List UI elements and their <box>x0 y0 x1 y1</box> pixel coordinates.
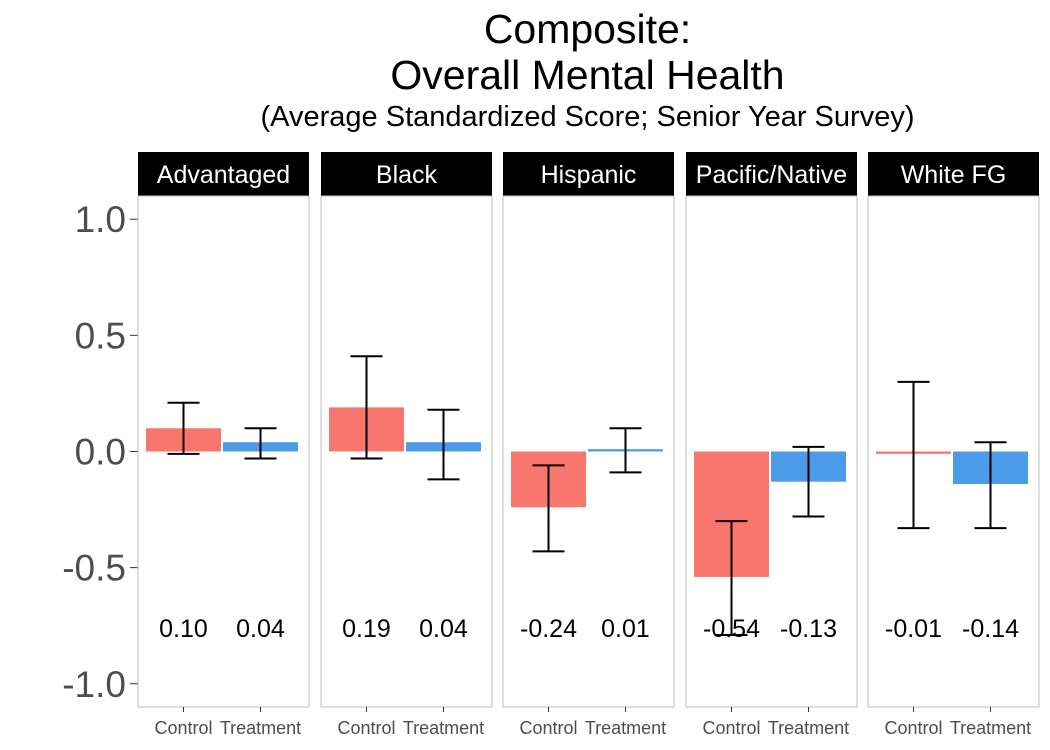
facet-strip-label: White FG <box>901 161 1007 189</box>
x-tick-label: Treatment <box>768 718 849 738</box>
facet-strip-label: Hispanic <box>541 161 637 189</box>
data-label: 0.01 <box>601 615 650 643</box>
error-bar <box>715 520 748 636</box>
data-label: -0.24 <box>520 615 577 643</box>
x-tick-label: Control <box>702 718 760 738</box>
facet-strip-label: Black <box>376 161 438 189</box>
facet-panel: Pacific/Native -0.54 Control -0.13 Treatment <box>685 152 858 738</box>
error-bar <box>792 445 825 518</box>
facet-strip <box>868 152 1039 196</box>
error-bar <box>897 380 930 530</box>
y-tick-label: -0.5 <box>62 548 126 589</box>
x-tick-label: Treatment <box>403 718 484 738</box>
facet-strip-label: Pacific/Native <box>696 161 847 189</box>
error-bar <box>609 427 642 474</box>
facet-panel: Hispanic -0.24 Control 0.01 Treatment <box>502 152 675 738</box>
x-tick-label: Treatment <box>220 718 301 738</box>
error-bar <box>532 464 565 553</box>
facet-strip <box>503 152 674 196</box>
facet-strip <box>321 152 492 196</box>
facet-strip <box>686 152 857 196</box>
chart-title-line-2: Overall Mental Health <box>390 52 785 98</box>
x-tick-label: Control <box>337 718 395 738</box>
data-label: -0.14 <box>962 615 1019 643</box>
chart-subtitle: (Average Standardized Score; Senior Year… <box>260 101 915 133</box>
chart-title-line-1: Composite: <box>483 6 692 52</box>
x-tick-label: Control <box>154 718 212 738</box>
facet-strip-label: Advantaged <box>157 161 290 189</box>
facet-panel: Black 0.19 Control 0.04 Treatment <box>320 152 493 738</box>
data-label: -0.54 <box>703 615 760 643</box>
data-label: -0.13 <box>780 615 837 643</box>
data-label: 0.19 <box>342 615 391 643</box>
y-tick-label: -1.0 <box>62 664 126 705</box>
error-bar <box>350 355 383 460</box>
x-tick-label: Treatment <box>585 718 666 738</box>
data-label: 0.10 <box>159 615 208 643</box>
data-label: 0.04 <box>419 615 468 643</box>
y-axis: 1.0 0.5 0.0 -0.5 -1.0 <box>62 199 138 705</box>
error-bar <box>974 441 1007 530</box>
x-tick-label: Control <box>519 718 577 738</box>
chart-title-block: Composite: Overall Mental Health (Averag… <box>135 6 1040 136</box>
facet-panel: Advantaged 0.10 Control 0.04 Treatment <box>137 152 310 738</box>
error-bar <box>244 427 277 460</box>
error-bar <box>167 401 200 455</box>
y-tick-label: 0.5 <box>75 315 126 356</box>
error-bar <box>427 408 460 481</box>
data-label: 0.04 <box>236 615 285 643</box>
facet-strip <box>138 152 309 196</box>
x-tick-label: Control <box>884 718 942 738</box>
facet-panel: White FG -0.01 Control -0.14 Treatment <box>867 152 1040 738</box>
x-tick-label: Treatment <box>950 718 1031 738</box>
y-tick-label: 0.0 <box>75 432 126 473</box>
y-tick-label: 1.0 <box>75 199 126 240</box>
facet-panels: Advantaged 0.10 Control 0.04 Treatment Black 0… <box>137 152 1040 738</box>
data-label: -0.01 <box>885 615 942 643</box>
